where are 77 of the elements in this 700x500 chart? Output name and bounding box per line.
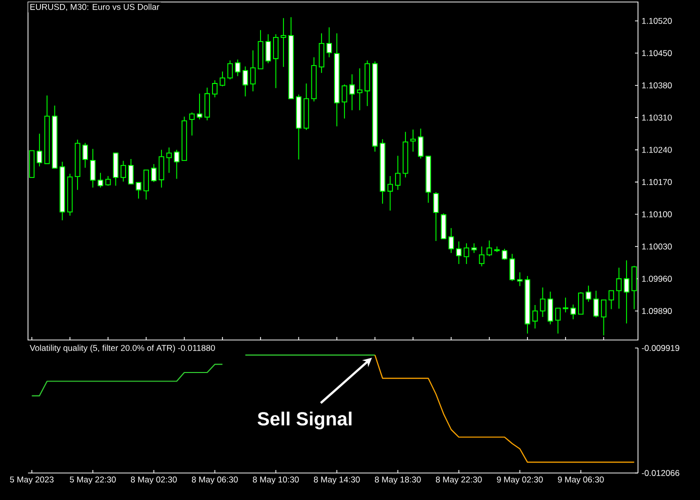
x-tick-label: 5 May 2023 bbox=[10, 476, 54, 484]
candlestick bbox=[242, 66, 248, 97]
candlestick bbox=[326, 26, 332, 58]
candlestick bbox=[418, 128, 424, 160]
candlestick bbox=[570, 304, 576, 320]
x-tick-label: 9 May 06:30 bbox=[558, 476, 604, 484]
candlestick bbox=[265, 34, 271, 64]
candlestick bbox=[410, 129, 416, 152]
candlestick bbox=[548, 291, 554, 325]
y-tick-label: 1.10520 bbox=[642, 18, 672, 24]
candlestick bbox=[74, 139, 80, 190]
y-tick-label: 1.10380 bbox=[642, 82, 672, 88]
candlestick bbox=[349, 74, 355, 111]
x-tick-label: 8 May 22:30 bbox=[436, 476, 482, 484]
chart-title: EURUSD, M30: Euro vs US Dollar bbox=[30, 4, 160, 11]
candlestick bbox=[250, 50, 256, 92]
candlestick bbox=[471, 242, 477, 254]
y-tick-label: 1.09890 bbox=[642, 308, 672, 314]
y-tick-label: 1.10450 bbox=[642, 50, 672, 56]
x-tick-label: 9 May 02:30 bbox=[496, 476, 543, 484]
x-tick-label: 5 May 22:30 bbox=[70, 476, 116, 484]
candlestick bbox=[296, 94, 302, 160]
candlestick bbox=[36, 133, 42, 167]
y-tick-label: 1.10240 bbox=[642, 146, 672, 153]
candlestick bbox=[356, 68, 362, 111]
candlestick bbox=[220, 71, 226, 87]
x-tick-label: 8 May 10:30 bbox=[252, 476, 299, 484]
candlestick bbox=[227, 60, 233, 80]
candlestick bbox=[464, 242, 470, 264]
candlestick bbox=[402, 131, 408, 178]
candlestick bbox=[448, 228, 454, 254]
x-tick-label: 8 May 06:30 bbox=[192, 476, 238, 484]
candlestick bbox=[234, 59, 240, 77]
candlestick bbox=[624, 260, 630, 324]
candlestick bbox=[280, 18, 286, 68]
candlestick bbox=[593, 290, 599, 318]
candlestick bbox=[166, 147, 172, 174]
candlestick bbox=[98, 172, 104, 188]
candlestick bbox=[532, 304, 538, 329]
y-tick-label: -0.009919 bbox=[642, 345, 680, 351]
y-tick-label: 1.10030 bbox=[642, 244, 672, 250]
candlestick bbox=[395, 155, 401, 190]
candlestick bbox=[456, 241, 462, 264]
candlestick bbox=[524, 276, 530, 334]
candlestick bbox=[372, 60, 378, 152]
candlestick bbox=[616, 267, 622, 310]
y-tick-label: -0.012066 bbox=[642, 470, 680, 476]
candlestick bbox=[90, 148, 96, 188]
candlestick bbox=[478, 246, 484, 267]
y-tick-label: 1.10310 bbox=[642, 114, 672, 121]
candlestick bbox=[196, 93, 202, 120]
candlestick bbox=[334, 32, 340, 127]
candlestick bbox=[151, 164, 157, 182]
candlestick bbox=[204, 87, 210, 121]
candlestick bbox=[120, 160, 126, 182]
y-tick-label: 1.10100 bbox=[642, 211, 672, 218]
candlestick bbox=[387, 176, 393, 212]
candlestick bbox=[517, 272, 523, 287]
y-tick-label: 1.09960 bbox=[642, 276, 672, 282]
candlestick bbox=[304, 83, 310, 130]
candlestick bbox=[82, 142, 88, 168]
candlestick bbox=[509, 253, 515, 282]
candlestick bbox=[158, 149, 164, 188]
candlestick bbox=[586, 285, 592, 302]
x-tick-label: 8 May 02:30 bbox=[130, 476, 177, 484]
candlestick bbox=[60, 161, 66, 221]
y-tick-label: 1.10170 bbox=[642, 179, 672, 186]
candlestick bbox=[364, 60, 370, 107]
candlestick bbox=[273, 34, 279, 89]
candlestick bbox=[380, 138, 386, 204]
candlestick bbox=[311, 56, 317, 102]
x-tick-label: 8 May 14:30 bbox=[314, 476, 360, 484]
x-tick-label: 8 May 18:30 bbox=[374, 476, 421, 484]
candlestick bbox=[318, 32, 324, 74]
chart-title: Volatility quality (5, filter 20.0% of ATR) -0.011880 bbox=[30, 344, 215, 353]
candlestick bbox=[540, 287, 546, 318]
annotation: Sell Signal bbox=[258, 412, 352, 430]
